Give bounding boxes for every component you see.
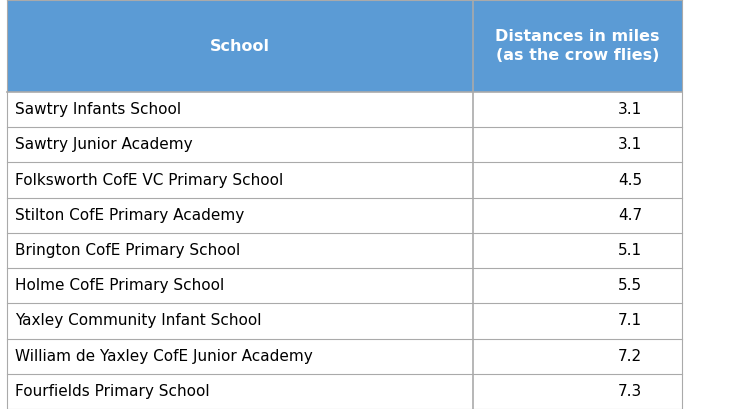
Bar — [7, 303, 682, 339]
Text: 3.1: 3.1 — [618, 102, 642, 117]
Bar — [7, 374, 682, 409]
Text: Folksworth CofE VC Primary School: Folksworth CofE VC Primary School — [15, 173, 283, 188]
Text: 7.2: 7.2 — [618, 348, 642, 364]
Bar — [7, 0, 682, 92]
Text: 4.7: 4.7 — [618, 208, 642, 223]
Bar — [7, 162, 682, 198]
Text: 7.3: 7.3 — [618, 384, 642, 399]
Text: Distances in miles
(as the crow flies): Distances in miles (as the crow flies) — [495, 29, 660, 63]
Bar — [7, 92, 682, 127]
Text: Yaxley Community Infant School: Yaxley Community Infant School — [15, 313, 262, 328]
Text: 3.1: 3.1 — [618, 137, 642, 153]
Text: Fourfields Primary School: Fourfields Primary School — [15, 384, 210, 399]
Text: 7.1: 7.1 — [618, 313, 642, 328]
Bar — [7, 268, 682, 303]
Text: 5.5: 5.5 — [618, 278, 642, 293]
Text: William de Yaxley CofE Junior Academy: William de Yaxley CofE Junior Academy — [15, 348, 314, 364]
Text: Sawtry Infants School: Sawtry Infants School — [15, 102, 182, 117]
Text: Stilton CofE Primary Academy: Stilton CofE Primary Academy — [15, 208, 244, 223]
Bar — [7, 339, 682, 374]
Text: 4.5: 4.5 — [618, 173, 642, 188]
Text: Brington CofE Primary School: Brington CofE Primary School — [15, 243, 241, 258]
Bar — [7, 198, 682, 233]
Text: Sawtry Junior Academy: Sawtry Junior Academy — [15, 137, 193, 153]
Text: Holme CofE Primary School: Holme CofE Primary School — [15, 278, 224, 293]
Text: School: School — [210, 38, 269, 54]
Bar — [7, 233, 682, 268]
Bar — [7, 127, 682, 162]
Text: 5.1: 5.1 — [618, 243, 642, 258]
